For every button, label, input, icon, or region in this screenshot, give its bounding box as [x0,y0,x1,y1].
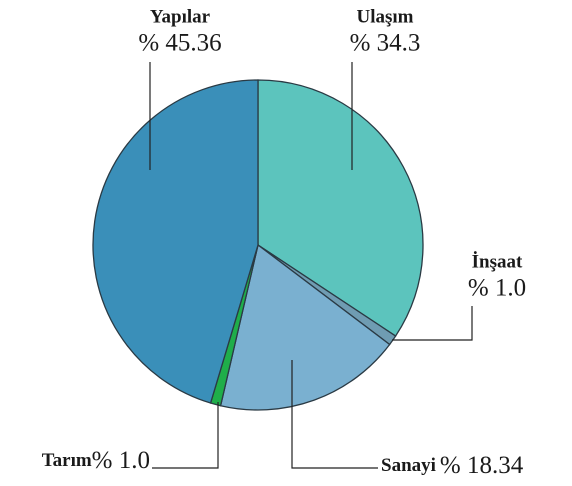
slice-value-label: % 18.34 [440,452,524,479]
leader-line [392,306,473,341]
pie-slice [219,243,391,411]
slice-name: Sanayi [381,455,436,476]
leader-line [291,360,378,469]
slice-name: Yapılar [150,6,211,27]
slice-value-label: % 1.0 [92,447,150,474]
slice-name: Tarım [42,450,92,471]
slice-value-label: % 1.0 [468,275,526,302]
slice-label: Tarım% 1.0 [42,447,150,474]
slice-value-label: % 45.36 [138,30,221,57]
pie [92,79,424,411]
slice-name: İnşaat [472,251,523,272]
slice-value-label: % 34.3 [350,30,421,57]
slice-label: Sanayi % 18.34 [381,452,524,479]
slice-name: Ulaşım [357,6,414,27]
pie-slice [92,79,259,404]
leader-lines [149,62,473,469]
leader-line [152,402,219,469]
